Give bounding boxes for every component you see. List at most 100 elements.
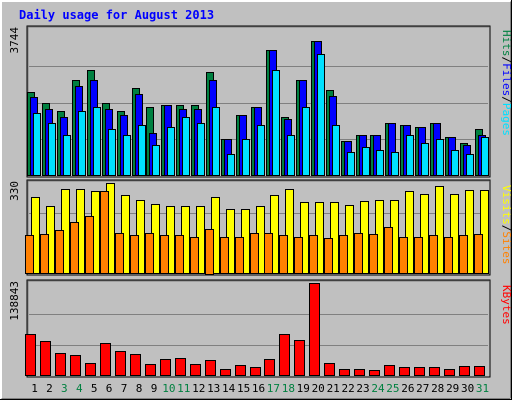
bar-kbytes-day-18 xyxy=(279,334,290,376)
legend-item: Sites xyxy=(500,231,512,264)
bar-kbytes-day-23 xyxy=(354,369,365,376)
legend-text: KBytes xyxy=(500,285,512,325)
bar-pages-day-1 xyxy=(33,113,41,176)
bar-kbytes-day-8 xyxy=(130,354,141,376)
x-tick-label-day-16: 16 xyxy=(252,382,265,395)
bar-pages-day-30 xyxy=(466,154,474,176)
bar-kbytes-day-9 xyxy=(145,364,156,376)
bar-kbytes-day-20 xyxy=(309,283,320,376)
legend-item: Files xyxy=(500,63,512,96)
legend-text: Visits/Sites xyxy=(500,185,512,265)
bar-kbytes-day-21 xyxy=(324,363,335,376)
x-tick-label-day-9: 9 xyxy=(151,382,158,395)
y-axis-max-label: 330 xyxy=(8,181,21,201)
bar-pages-day-8 xyxy=(138,125,146,176)
bar-pages-day-26 xyxy=(406,135,414,176)
bar-kbytes-day-28 xyxy=(429,367,440,376)
x-tick-label-day-4: 4 xyxy=(76,382,83,395)
bar-pages-day-10 xyxy=(167,127,175,176)
bar-kbytes-day-25 xyxy=(384,365,395,376)
bar-sites-day-13 xyxy=(205,229,214,275)
x-tick-label-day-29: 29 xyxy=(446,382,459,395)
x-tick-label-day-10: 10 xyxy=(162,382,175,395)
bar-sites-day-29 xyxy=(444,237,453,274)
legend-item: KBytes xyxy=(500,285,512,325)
bar-sites-day-15 xyxy=(235,237,244,274)
bar-sites-day-6 xyxy=(100,191,109,274)
bar-pages-day-14 xyxy=(227,154,235,176)
bar-visits-day-26 xyxy=(405,191,414,274)
bar-kbytes-day-5 xyxy=(85,363,96,376)
y-axis-max-label: 138843 xyxy=(8,281,21,321)
bar-visits-day-31 xyxy=(480,190,489,274)
bar-sites-day-7 xyxy=(115,233,124,274)
bar-pages-day-20 xyxy=(317,54,325,176)
bar-sites-day-21 xyxy=(324,238,333,274)
bar-kbytes-day-13 xyxy=(205,360,216,376)
legend-item: Pages xyxy=(500,103,512,136)
legend-item: / xyxy=(500,57,512,64)
bar-sites-day-20 xyxy=(309,235,318,274)
bar-sites-day-1 xyxy=(25,235,34,274)
bar-pages-day-19 xyxy=(302,107,310,176)
bar-pages-day-18 xyxy=(287,135,295,176)
bar-pages-day-6 xyxy=(108,129,116,176)
bar-visits-day-27 xyxy=(420,194,429,274)
bar-kbytes-day-26 xyxy=(399,367,410,376)
x-tick-label-day-14: 14 xyxy=(222,382,236,395)
bar-pages-day-17 xyxy=(272,70,280,176)
bar-sites-day-23 xyxy=(354,233,363,274)
legend-item: Hits xyxy=(500,30,512,57)
panel-kbytes: 138843 KBytes xyxy=(8,279,512,378)
bar-kbytes-day-24 xyxy=(369,370,380,376)
legend-visits-sites: Visits/Sites xyxy=(500,185,512,265)
bar-pages-day-23 xyxy=(362,147,370,176)
bar-kbytes-day-10 xyxy=(160,359,171,376)
bar-pages-day-27 xyxy=(421,143,429,176)
x-tick-label-day-28: 28 xyxy=(431,382,444,395)
bar-sites-day-24 xyxy=(369,234,378,274)
bar-kbytes-day-30 xyxy=(459,366,470,376)
bar-pages-day-4 xyxy=(78,111,86,176)
x-tick-label-day-23: 23 xyxy=(356,382,369,395)
bar-kbytes-day-11 xyxy=(175,358,186,376)
x-tick-label-day-1: 1 xyxy=(31,382,38,395)
bar-sites-day-30 xyxy=(459,235,468,274)
bar-sites-day-17 xyxy=(264,233,273,274)
bar-visits-day-28 xyxy=(435,186,444,274)
bar-kbytes-day-3 xyxy=(55,353,66,376)
bar-pages-day-13 xyxy=(212,107,220,176)
x-tick-label-day-12: 12 xyxy=(192,382,205,395)
bar-sites-day-14 xyxy=(220,237,229,274)
x-tick-label-day-2: 2 xyxy=(46,382,53,395)
legend-text: Hits/Files/Pages xyxy=(500,30,512,136)
bar-kbytes-day-14 xyxy=(220,369,231,376)
panel-hits-files-pages: 3744 Hits/Files/Pages xyxy=(8,25,512,178)
bar-pages-day-11 xyxy=(182,117,190,176)
x-tick-label-day-3: 3 xyxy=(61,382,68,395)
y-axis-max-label: 3744 xyxy=(8,27,21,54)
bar-pages-day-31 xyxy=(481,137,489,176)
bar-kbytes-day-2 xyxy=(40,341,51,376)
bar-sites-day-2 xyxy=(40,234,49,274)
legend-item: Visits xyxy=(500,185,512,225)
x-tick-label-day-20: 20 xyxy=(312,382,325,395)
x-tick-label-day-25: 25 xyxy=(386,382,399,395)
x-tick-label-day-11: 11 xyxy=(177,382,190,395)
bar-sites-day-25 xyxy=(384,227,393,274)
bar-pages-day-7 xyxy=(123,135,131,176)
bar-kbytes-day-7 xyxy=(115,351,126,376)
chart-title: Daily usage for August 2013 xyxy=(19,8,214,22)
x-tick-label-day-15: 15 xyxy=(237,382,250,395)
x-tick-label-day-7: 7 xyxy=(121,382,128,395)
bar-kbytes-day-27 xyxy=(414,367,425,376)
bar-sites-day-26 xyxy=(399,237,408,274)
bar-visits-day-29 xyxy=(450,194,459,274)
x-tick-label-day-19: 19 xyxy=(297,382,310,395)
bar-sites-day-19 xyxy=(294,237,303,274)
bar-sites-day-3 xyxy=(55,230,64,274)
x-tick-label-day-6: 6 xyxy=(106,382,113,395)
legend-hits-files-pages: Hits/Files/Pages xyxy=(500,30,512,136)
bar-sites-day-5 xyxy=(85,216,94,274)
